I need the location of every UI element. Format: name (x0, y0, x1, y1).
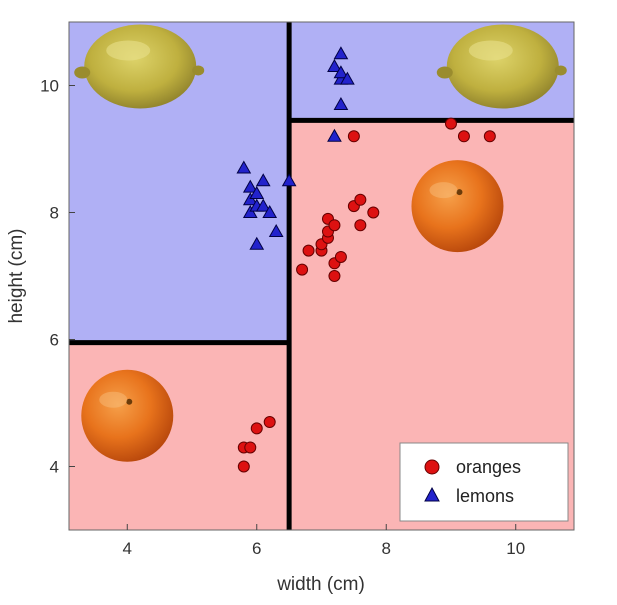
orange-point (457, 130, 470, 143)
orange-point (237, 460, 250, 473)
orange-point (263, 416, 276, 429)
lemon-point (327, 58, 342, 72)
lemon-point (262, 204, 278, 218)
lemon-point (327, 128, 342, 142)
orange-point (244, 441, 257, 454)
legend-lemon-marker (424, 486, 440, 502)
lemon-point (249, 185, 265, 199)
lemon-point (333, 65, 349, 79)
lemon-point (333, 46, 349, 60)
x-tick-label: 8 (382, 539, 391, 558)
fruit-illustrations (74, 24, 567, 462)
x-tick-label: 4 (123, 539, 132, 558)
legend-label-lemons: lemons (456, 486, 514, 506)
legend: oranges lemons (399, 442, 569, 522)
orange-point (328, 219, 341, 232)
legend-orange-marker (424, 459, 440, 475)
lemon-point (236, 160, 252, 174)
orange-point (444, 117, 457, 130)
lemon-point (255, 198, 271, 212)
lemon-point (255, 173, 271, 187)
lemon-point (249, 236, 265, 250)
orange-point (483, 130, 496, 143)
lemon-point (242, 179, 258, 193)
x-tick-label: 10 (506, 539, 525, 558)
orange-point (334, 250, 347, 263)
orange-point (367, 206, 380, 219)
y-tick-label: 4 (50, 458, 59, 477)
lemon-point (268, 224, 284, 238)
orange-point (302, 244, 315, 257)
lemon-icon (436, 24, 567, 109)
plot-frame (68, 21, 575, 531)
data-points (236, 46, 496, 473)
y-axis-label: height (cm) (6, 228, 27, 323)
lemon-point (333, 97, 349, 111)
lemon-point (281, 173, 297, 187)
orange-point (354, 193, 367, 206)
lemon-point (242, 204, 258, 218)
lemon-point (340, 71, 355, 85)
lemon-point (242, 192, 258, 206)
orange-point (328, 270, 341, 282)
orange-icon (81, 369, 174, 462)
orange-icon (411, 160, 504, 253)
y-tick-label: 6 (50, 331, 59, 350)
x-axis-label: width (cm) (276, 574, 365, 595)
decision-boundaries (69, 22, 574, 530)
orange-point (250, 422, 263, 435)
legend-box (399, 442, 569, 522)
y-tick-label: 10 (40, 77, 59, 96)
legend-label-oranges: oranges (456, 457, 521, 477)
orange-point (354, 219, 367, 232)
x-tick-label: 6 (252, 539, 261, 558)
axis-ticks: 4 6 8 10 4 6 8 10 (40, 77, 525, 559)
orange-point (296, 263, 309, 276)
orange-point (347, 130, 360, 143)
y-tick-label: 8 (50, 204, 59, 223)
lemon-icon (74, 24, 205, 109)
